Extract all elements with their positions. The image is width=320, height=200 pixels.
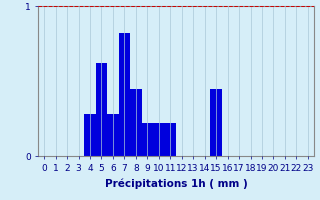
Bar (96, 63, 107, 156)
Bar (164, 123, 176, 156)
Bar (211, 88, 222, 156)
Bar (107, 114, 119, 156)
Bar (119, 33, 130, 156)
X-axis label: Précipitations 1h ( mm ): Précipitations 1h ( mm ) (105, 178, 247, 189)
Bar (153, 123, 164, 156)
Bar (130, 88, 142, 156)
Bar (142, 123, 153, 156)
Bar (84, 114, 96, 156)
